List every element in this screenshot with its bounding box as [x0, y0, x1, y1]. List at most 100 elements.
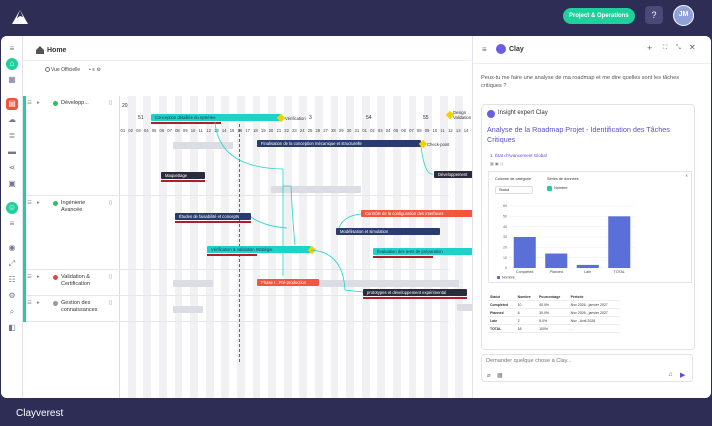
table-cell: Planned — [488, 308, 516, 317]
layers-icon[interactable]: ◧ — [8, 323, 16, 332]
avatar[interactable]: JM — [673, 5, 694, 26]
user-question: Peux-tu me faire une analyse de ma roadm… — [481, 75, 680, 89]
gantt-bar[interactable]: Études de faisabilité et concepts — [175, 213, 251, 220]
bookmark-icon[interactable]: ▯ — [109, 100, 113, 106]
gantt-bar[interactable]: Contrôle de la configuration des interfa… — [361, 210, 479, 217]
status-dot-icon — [53, 201, 58, 206]
gantt-bar[interactable]: Maquettage — [161, 172, 205, 179]
globe-icon[interactable]: ◉ — [8, 243, 16, 252]
bookmark-icon[interactable]: ▯ — [109, 274, 113, 280]
category-select[interactable]: Statut — [495, 186, 533, 194]
help-button[interactable]: ? — [645, 6, 663, 24]
table-header: Statut — [488, 293, 516, 301]
table-row: Late 2 5.0% Nov - Avril 2026 — [488, 316, 620, 325]
microphone-icon[interactable]: ♫ — [668, 372, 673, 378]
series-checkbox[interactable] — [547, 186, 552, 191]
project-operations-button[interactable]: Project & Operations — [563, 8, 635, 24]
insight-icon — [487, 110, 495, 118]
card-header: Insight expert Clay — [498, 110, 548, 116]
gantt-bar[interactable]: Finalisation de la conception mécanique … — [257, 140, 421, 147]
grid-icon[interactable]: ▦ — [497, 373, 503, 379]
gantt-bar-placeholder — [271, 186, 361, 193]
table-cell: 2 — [515, 316, 538, 325]
grid-icon[interactable]: ▦ — [8, 75, 16, 84]
day-label: 06 — [159, 128, 165, 133]
gantt-bar[interactable]: Phase I : Pré-production — [257, 279, 319, 286]
gantt-bar-placeholder — [457, 304, 485, 311]
legend-label: Nombre — [502, 276, 515, 280]
cloud-icon[interactable]: ☁ — [8, 115, 16, 124]
grid-column — [127, 96, 136, 398]
menu-icon[interactable]: ≡ — [9, 44, 15, 53]
card-title: Analyse de la Roadmap Projet - Identific… — [487, 125, 670, 144]
row-gestion[interactable]: ☰ ▸ Gestion des connaissances ▯ — [23, 296, 449, 322]
row-validation[interactable]: ☰ ▸ Validation & Certification ▯ — [23, 270, 449, 296]
day-label: 01 — [120, 128, 126, 133]
table-header: Pourcentage — [537, 293, 569, 301]
database-icon[interactable]: ≡ — [9, 219, 15, 228]
home-breadcrumb-icon[interactable] — [35, 45, 45, 55]
menu-icon[interactable]: ≡ — [482, 45, 487, 54]
search-icon[interactable]: ⌕ — [9, 307, 15, 316]
table-cell: 100% — [537, 324, 569, 333]
grid-column — [408, 96, 417, 398]
close-icon[interactable]: ✕ — [689, 43, 696, 52]
gantt-icon[interactable]: ▤ — [6, 98, 18, 110]
table-cell: Late — [488, 316, 516, 325]
chart-bar[interactable] — [576, 264, 599, 268]
table-cell: 6 — [515, 308, 538, 317]
gantt-bar[interactable]: Évaluation des tests de préparation — [373, 248, 479, 255]
attach-icon[interactable]: ⌀ — [487, 373, 491, 379]
app-logo-icon[interactable] — [10, 8, 30, 26]
card-toolbar-icons[interactable]: ▦ ▣ ◁ — [490, 161, 503, 166]
stack-icon[interactable]: ≣ — [8, 131, 16, 140]
chart-bar[interactable] — [545, 253, 568, 268]
briefcase-icon[interactable]: ▣ — [8, 179, 16, 188]
grid-column — [143, 96, 152, 398]
team-icon[interactable]: ☷ — [8, 275, 16, 284]
folder-icon[interactable]: ▬ — [8, 147, 16, 156]
bar-chart: 0 10 20 30 40 50 60 Completed Planned Late TOTAL No… — [497, 204, 635, 280]
grid-column — [315, 96, 323, 398]
breadcrumb[interactable]: Home — [47, 47, 67, 54]
home-icon[interactable]: ⌂ — [6, 58, 18, 70]
chart-bar[interactable] — [513, 237, 536, 268]
gantt-view: Home Vue Officielle ▪ ≡ ⚙ 2026 010203040… — [23, 36, 485, 398]
link-icon[interactable]: ⤢ — [8, 259, 16, 268]
gantt-bar[interactable]: prototypes et développement expérimental — [363, 289, 467, 296]
day-label: 03 — [136, 128, 141, 133]
top-bar: Project & Operations ? JM — [0, 0, 712, 32]
table-row: Completed 10 40.0% Nov 2026 - janvier 2027 — [488, 300, 620, 309]
gantt-bar[interactable]: Vérification & validation Stratégie — [207, 246, 311, 253]
bookmark-icon[interactable]: ▯ — [109, 300, 113, 306]
share-icon[interactable]: ⋖ — [8, 163, 16, 172]
y-tick-label: 30 — [503, 235, 507, 239]
expand-icon[interactable]: ⛶ — [663, 45, 668, 51]
x-tick-label: Late — [584, 270, 591, 274]
grid-column — [346, 96, 354, 398]
critical-path-marker — [373, 256, 433, 258]
add-icon[interactable]: + — [647, 43, 653, 53]
grid-column — [159, 96, 167, 398]
table-cell: 40.0% — [537, 300, 569, 309]
gantt-bar[interactable]: Conception détaillée du système — [151, 114, 281, 121]
gantt-bar[interactable]: Modélisation et simulation — [336, 228, 440, 235]
toolbar-icons[interactable]: ▪ ≡ ⚙ — [89, 67, 101, 73]
close-icon[interactable]: ✕ — [685, 173, 689, 178]
view-radio-icon[interactable] — [45, 67, 50, 72]
user-circle-icon[interactable]: ☺ — [6, 202, 18, 214]
critical-path-marker — [363, 297, 467, 299]
gantt-bar[interactable]: Développement — [434, 171, 480, 178]
table-header: Nombre — [515, 293, 538, 301]
view-selector[interactable]: Vue Officielle — [51, 67, 81, 73]
y-tick-label: 20 — [503, 246, 507, 250]
settings-icon[interactable]: ⚙ — [8, 291, 16, 300]
bookmark-icon[interactable]: ▯ — [109, 200, 113, 206]
chart-bar[interactable] — [608, 216, 631, 268]
chat-input[interactable] — [486, 358, 666, 364]
send-icon[interactable]: ▶ — [680, 372, 686, 379]
collapse-icon[interactable]: ⤡ — [676, 45, 681, 51]
row-header-column: ☰ ▸ Développ... ▯ ☰ ▸ Ingénierie Avancée… — [23, 96, 449, 398]
row-label: Gestion des connaissances — [61, 300, 98, 313]
week-label: 54 — [366, 115, 372, 121]
